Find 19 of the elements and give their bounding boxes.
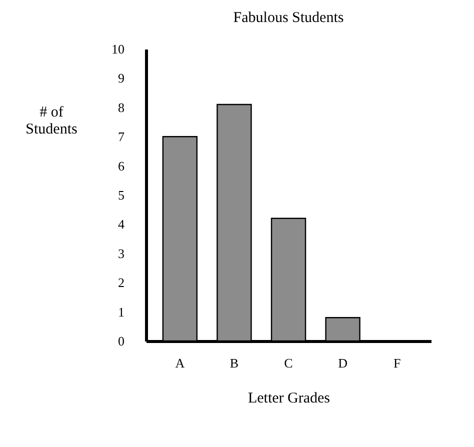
y-tick-label: 4	[118, 216, 125, 232]
y-tick-label: 1	[118, 304, 124, 320]
x-tick-label: D	[338, 356, 348, 370]
x-tick-label: C	[284, 356, 293, 370]
chart-title: Fabulous Students	[233, 10, 344, 26]
y-tick-label: 3	[118, 246, 124, 261]
x-tick-label: A	[175, 356, 186, 370]
y-axis-title: # of Students	[26, 104, 78, 138]
x-axis-title: Letter Grades	[248, 390, 330, 406]
x-tick-label: B	[230, 356, 239, 370]
y-tick-label: 9	[118, 70, 124, 86]
y-tick-label: 7	[118, 129, 125, 144]
x-tick-label: F	[393, 356, 401, 370]
y-tick-label: 8	[118, 100, 124, 115]
y-tick-label: 10	[112, 42, 124, 56]
y-tick-label: 5	[118, 188, 124, 202]
y-tick-label: 2	[118, 275, 124, 290]
y-tick-label: 0	[118, 334, 124, 348]
y-tick-label: 6	[118, 158, 125, 174]
